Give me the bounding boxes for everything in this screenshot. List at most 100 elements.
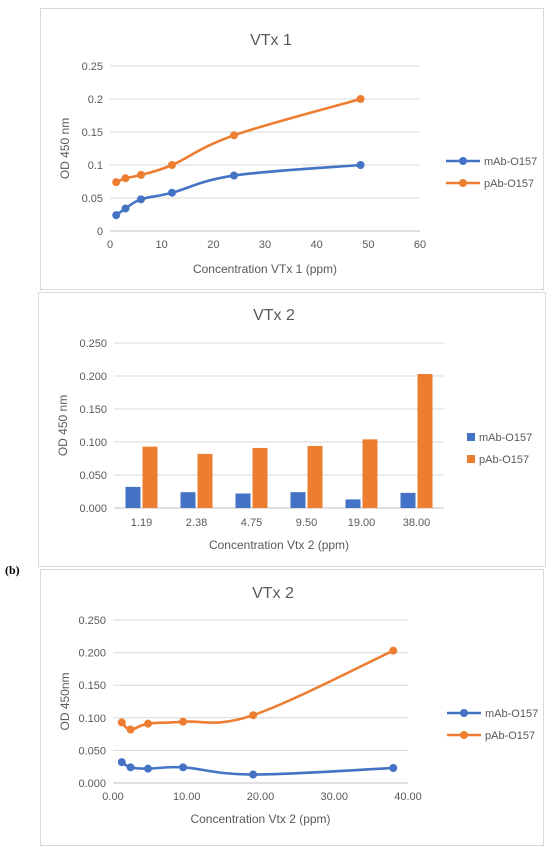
y-tick-label: 0.050 [78, 745, 106, 757]
data-point [356, 95, 365, 103]
x-tick-label: 10 [156, 239, 168, 251]
y-tick-label: 0.150 [78, 680, 106, 692]
data-point [356, 161, 365, 169]
y-tick-label: 0.250 [78, 615, 106, 627]
legend-label: mAb-O157 [484, 156, 537, 168]
data-point [168, 161, 176, 169]
data-point [249, 770, 258, 779]
chart-panel-vtx2-line: VTx 2 0.000 0.050 0.100 0.150 0.200 0.250 Conce… [40, 569, 544, 846]
bar-mab-o157 [235, 493, 251, 508]
chart-title: VTx 2 [252, 585, 294, 602]
series-line-pab-o157 [114, 97, 362, 184]
x-tick-label: 19.00 [348, 517, 376, 529]
y-tick-label: 0.1 [88, 160, 103, 172]
data-point [179, 717, 188, 726]
chart-panel-vtx1-line: VTx 1 0 0.05 0.1 0.15 0.2 0.25 Concentration VT… [40, 8, 544, 290]
bar-pab-o157 [197, 453, 213, 508]
data-point [230, 171, 238, 180]
legend-marker [460, 731, 468, 739]
legend-swatch [467, 433, 475, 441]
y-tick-label: 0.25 [82, 61, 103, 73]
x-tick-label: 10.00 [173, 791, 201, 803]
series-line-mab-o157 [120, 760, 395, 776]
legend-marker [459, 179, 467, 187]
legend-label: pAb-O157 [484, 178, 534, 190]
bar-mab-o157 [400, 492, 416, 508]
y-tick-label: 0.250 [79, 338, 107, 350]
panel-label-b: (b) [5, 563, 20, 577]
data-point [137, 170, 145, 179]
y-axis-label: OD 450nm [58, 672, 72, 730]
x-tick-label: 60 [414, 239, 426, 251]
y-tick-label: 0 [97, 226, 103, 238]
bar-pab-o157 [252, 447, 268, 508]
data-point [112, 178, 121, 187]
x-tick-label: 20.00 [247, 791, 275, 803]
x-tick-label: 1.19 [131, 517, 152, 529]
data-point [179, 763, 188, 772]
y-axis-label: OD 450 nm [58, 118, 72, 179]
x-tick-label: 2.38 [186, 517, 207, 529]
y-tick-label: 0.100 [79, 437, 107, 449]
data-point [249, 711, 258, 720]
x-tick-label: 0.00 [102, 791, 123, 803]
legend-swatch [467, 455, 475, 463]
bar-mab-o157 [345, 499, 361, 508]
data-point [112, 211, 121, 220]
bar-pab-o157 [142, 446, 158, 508]
y-tick-label: 0.05 [82, 193, 103, 205]
y-tick-label: 0.200 [79, 371, 107, 383]
legend-label: mAb-O157 [485, 708, 538, 720]
data-point [117, 718, 126, 727]
bar-pab-o157 [417, 374, 433, 508]
y-tick-label: 0.000 [78, 778, 106, 790]
y-tick-label: 0.050 [79, 470, 107, 482]
x-axis-label: Concentration Vtx 2 (ppm) [209, 538, 349, 552]
x-tick-label: 38.00 [403, 517, 431, 529]
data-point [389, 646, 398, 655]
y-tick-label: 0.2 [88, 94, 103, 106]
legend-label: pAb-O157 [485, 730, 535, 742]
chart-title: VTx 1 [250, 32, 292, 49]
chart-vtx2-bar: VTx 2 0.000 0.050 0.100 0.150 0.200 0.250 Conce… [56, 307, 532, 552]
chart-panel-vtx2-bar: VTx 2 0.000 0.050 0.100 0.150 0.200 0.250 Conce… [38, 292, 546, 567]
x-tick-label: 50 [362, 239, 374, 251]
data-point [230, 131, 238, 140]
y-axis-label: OD 450 nm [56, 395, 70, 456]
x-tick-label: 30.00 [320, 791, 348, 803]
data-point [126, 725, 135, 734]
data-point [168, 188, 176, 197]
data-point [144, 719, 153, 728]
y-tick-label: 0.150 [79, 404, 107, 416]
x-axis-label: Concentration VTx 1 (ppm) [193, 262, 337, 276]
y-tick-label: 0.200 [78, 648, 106, 660]
x-tick-label: 4.75 [241, 517, 262, 529]
y-tick-label: 0.100 [78, 713, 106, 725]
bar-mab-o157 [125, 486, 141, 508]
data-point [117, 758, 126, 767]
x-axis-label: Concentration Vtx 2 (ppm) [190, 812, 330, 826]
x-tick-label: 0 [107, 239, 113, 251]
data-point [126, 763, 135, 772]
legend-label: mAb-O157 [479, 432, 532, 444]
bar-mab-o157 [180, 492, 196, 508]
x-tick-label: 30 [259, 239, 271, 251]
data-point [121, 204, 130, 213]
bar-mab-o157 [290, 492, 306, 508]
legend-marker [460, 709, 468, 717]
bar-pab-o157 [307, 445, 323, 508]
y-tick-label: 0.15 [82, 127, 103, 139]
data-point [137, 195, 145, 204]
chart-title: VTx 2 [253, 307, 295, 324]
data-point [121, 174, 130, 183]
x-tick-label: 20 [207, 239, 219, 251]
data-point [144, 764, 153, 773]
legend-marker [459, 157, 467, 165]
x-tick-label: 9.50 [296, 517, 317, 529]
bar-pab-o157 [362, 439, 378, 508]
y-tick-label: 0.000 [79, 503, 107, 515]
data-point [389, 764, 398, 773]
chart-vtx2-line: VTx 2 0.000 0.050 0.100 0.150 0.200 0.250 Conce… [58, 585, 538, 826]
chart-vtx1-line: VTx 1 0 0.05 0.1 0.15 0.2 0.25 Concentration VT… [58, 32, 537, 276]
legend-label: pAb-O157 [479, 454, 529, 466]
